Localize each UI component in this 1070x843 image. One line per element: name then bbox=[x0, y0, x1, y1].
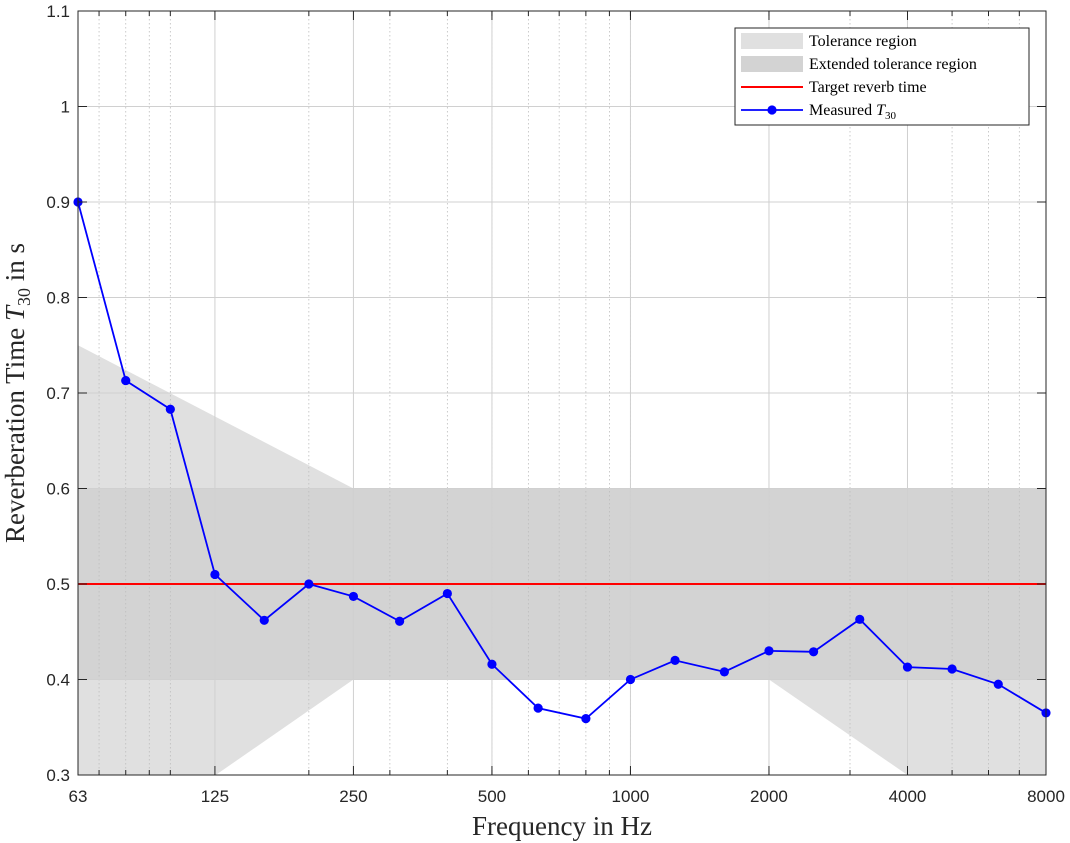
legend-label-target: Target reverb time bbox=[809, 79, 927, 96]
x-tick-label: 4000 bbox=[889, 787, 927, 806]
legend: Tolerance region Extended tolerance regi… bbox=[734, 27, 1030, 126]
y-axis-label-prefix: Reverberation Time bbox=[0, 321, 30, 543]
measured-point bbox=[947, 664, 957, 674]
measured-point bbox=[855, 614, 865, 624]
legend-swatch-extended bbox=[741, 56, 803, 72]
y-axis-label-suffix: in s bbox=[0, 243, 30, 288]
y-axis-label-var: T bbox=[0, 304, 30, 321]
measured-point bbox=[625, 674, 636, 685]
measured-point bbox=[210, 569, 220, 580]
x-tick-label: 250 bbox=[339, 787, 367, 806]
y-tick-label: 0.9 bbox=[46, 193, 70, 212]
legend-label-measured-sub: 30 bbox=[885, 110, 897, 122]
x-axis-label: Frequency in Hz bbox=[472, 811, 652, 841]
measured-point bbox=[304, 579, 314, 589]
x-tick-label: 125 bbox=[201, 787, 229, 806]
tick-labels: 63 125 250 500 1000 2000 4000 8000 0.3 0.4 0.5 0.6 0… bbox=[46, 2, 1065, 806]
x-tick-label: 8000 bbox=[1027, 787, 1065, 806]
measured-point bbox=[670, 655, 680, 666]
x-tick-label: 2000 bbox=[750, 787, 788, 806]
x-tick-label: 500 bbox=[478, 787, 506, 806]
measured-line bbox=[77, 201, 1047, 720]
measured-point bbox=[442, 588, 452, 599]
measured-point bbox=[259, 615, 269, 625]
measured-point bbox=[533, 703, 543, 713]
axes-frame bbox=[77, 10, 1047, 776]
series-layer bbox=[73, 197, 1051, 724]
measured-point bbox=[764, 646, 774, 656]
y-axis-label-sub: 30 bbox=[14, 288, 34, 306]
measured-point bbox=[902, 662, 913, 672]
measured-point bbox=[487, 659, 497, 669]
shaded-regions bbox=[78, 345, 1046, 775]
y-tick-label: 0.5 bbox=[46, 575, 70, 594]
legend-label-extended: Extended tolerance region bbox=[809, 56, 977, 73]
measured-point bbox=[808, 647, 819, 657]
measured-point bbox=[165, 404, 175, 414]
y-tick-label: 0.8 bbox=[46, 289, 70, 308]
measured-point bbox=[993, 679, 1003, 689]
y-tick-label: 1.1 bbox=[46, 2, 70, 21]
y-tick-label: 0.3 bbox=[46, 766, 70, 785]
legend-label-measured-prefix: Measured bbox=[809, 102, 876, 119]
y-tick-label: 1 bbox=[61, 98, 70, 117]
y-tick-label: 0.4 bbox=[46, 671, 70, 690]
y-tick-label: 0.6 bbox=[46, 480, 70, 499]
measured-point bbox=[395, 616, 405, 626]
measured-point bbox=[348, 591, 359, 602]
measured-point bbox=[581, 714, 591, 724]
x-tick-label: 1000 bbox=[612, 787, 650, 806]
y-tick-label: 0.7 bbox=[46, 384, 70, 403]
legend-swatch-tolerance bbox=[741, 33, 803, 49]
y-axis-label: Reverberation Time T30 in s bbox=[0, 243, 34, 543]
x-tick-label: 63 bbox=[69, 787, 88, 806]
measured-point bbox=[719, 667, 729, 677]
legend-label-measured: Measured T30 bbox=[809, 102, 897, 122]
measured-point bbox=[121, 375, 131, 386]
legend-marker-measured bbox=[767, 105, 777, 115]
legend-label-measured-var: T bbox=[876, 102, 886, 119]
legend-label-tolerance: Tolerance region bbox=[809, 33, 917, 50]
